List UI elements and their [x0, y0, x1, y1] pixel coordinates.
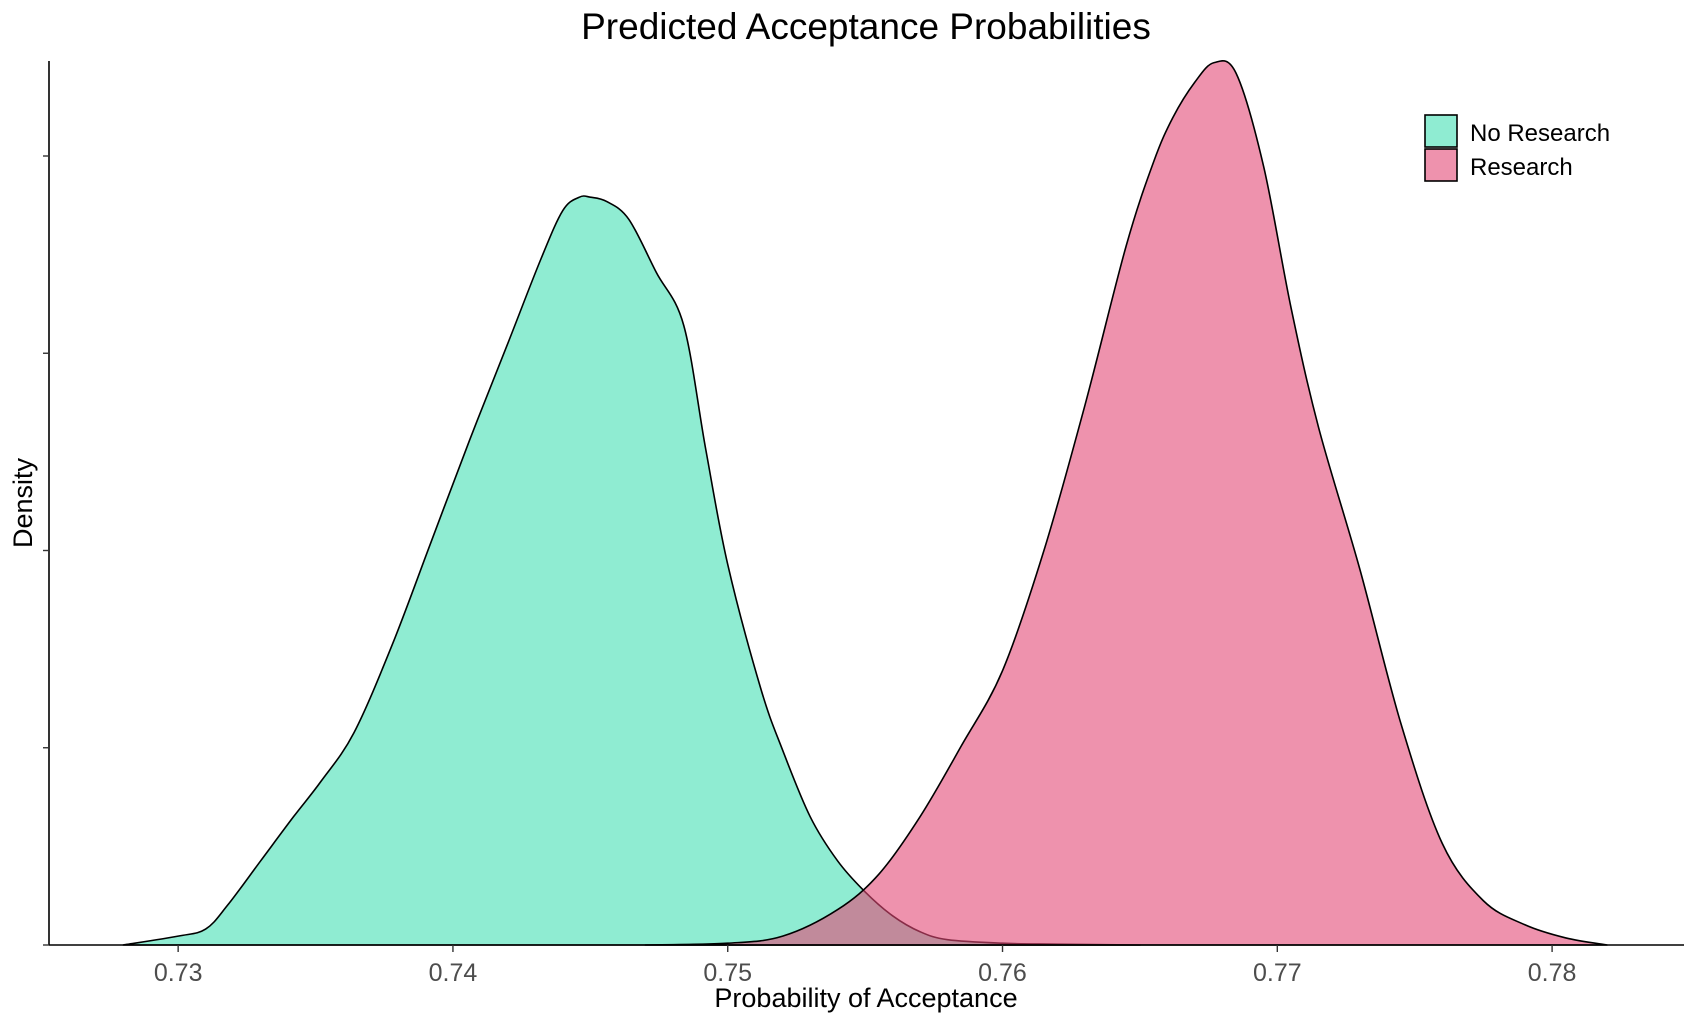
legend-swatch-research — [1424, 148, 1458, 182]
y-axis-label: Density — [8, 457, 38, 548]
x-tick-label: 0.73 — [154, 959, 203, 987]
series-layer — [122, 60, 1608, 946]
x-tick-label: 0.75 — [703, 959, 752, 987]
x-tick-label: 0.77 — [1253, 959, 1302, 987]
legend-label-no-research: No Research — [1470, 120, 1610, 147]
legend: No Research Research — [1424, 114, 1610, 182]
y-axis-ticks — [43, 155, 49, 946]
x-tick-label: 0.78 — [1528, 959, 1577, 987]
chart-title: Predicted Acceptance Probabilities — [581, 6, 1151, 47]
legend-swatch-no-research — [1424, 114, 1458, 148]
x-tick-label: 0.74 — [429, 959, 478, 987]
density-area-research — [644, 60, 1608, 946]
x-axis-label: Probability of Acceptance — [714, 983, 1017, 1013]
x-tick-label: 0.76 — [978, 959, 1027, 987]
legend-label-research: Research — [1470, 154, 1573, 181]
x-axis-ticks — [177, 945, 1553, 952]
x-axis-tick-labels: 0.73 0.74 0.75 0.76 0.77 0.78 — [154, 959, 1577, 987]
